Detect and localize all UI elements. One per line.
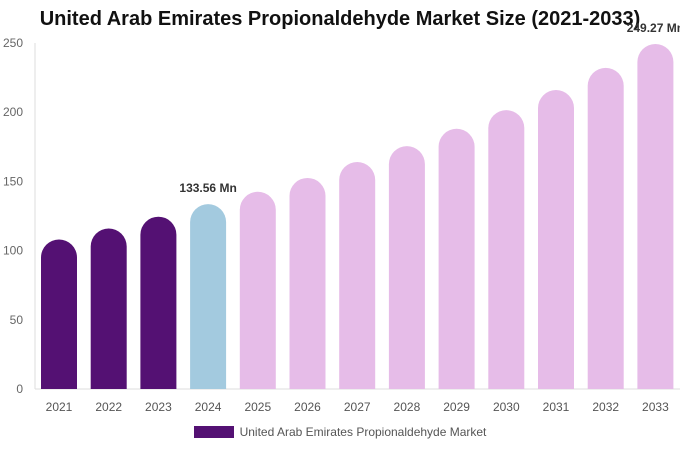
x-tick-label: 2022 (95, 400, 122, 414)
bar (41, 239, 77, 389)
x-tick-label: 2031 (543, 400, 570, 414)
x-tick-label: 2027 (344, 400, 371, 414)
bar (190, 204, 227, 389)
data-label: 133.56 Mn (179, 181, 236, 195)
x-tick-label: 2023 (145, 400, 172, 414)
legend: United Arab Emirates Propionaldehyde Mar… (0, 425, 680, 439)
legend-label: United Arab Emirates Propionaldehyde Mar… (239, 425, 487, 439)
bar (488, 110, 525, 389)
y-tick-label: 250 (3, 36, 23, 50)
x-tick-label: 2021 (46, 400, 73, 414)
y-tick-label: 200 (3, 105, 23, 119)
bar (90, 228, 127, 389)
bar (140, 216, 177, 389)
x-tick-label: 2033 (642, 400, 669, 414)
x-tick-label: 2025 (244, 400, 271, 414)
bar (538, 90, 574, 390)
bar (289, 177, 326, 389)
data-label: 249.27 Mn (627, 21, 680, 35)
chart-title: United Arab Emirates Propionaldehyde Mar… (39, 8, 641, 30)
y-tick-label: 0 (16, 382, 23, 396)
bar (388, 146, 425, 389)
x-tick-label: 2030 (493, 400, 520, 414)
legend-swatch (193, 426, 234, 438)
y-tick-label: 150 (3, 174, 23, 188)
bar (587, 67, 624, 390)
y-tick-label: 50 (10, 313, 24, 327)
bar (239, 191, 276, 389)
bar (438, 128, 475, 390)
x-tick-label: 2024 (195, 400, 222, 414)
x-tick-label: 2032 (592, 400, 619, 414)
x-tick-label: 2029 (443, 400, 470, 414)
x-tick-label: 2026 (294, 400, 321, 414)
x-tick-label: 2028 (394, 400, 421, 414)
bar (637, 44, 674, 390)
y-tick-label: 100 (3, 244, 23, 258)
bar (339, 162, 376, 389)
